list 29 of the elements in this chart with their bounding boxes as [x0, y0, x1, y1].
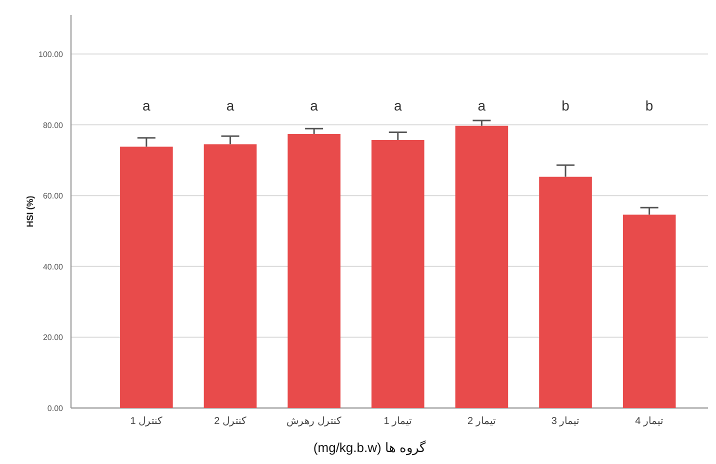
x-tick-label: تیمار 3 [551, 416, 580, 427]
annotation: b [562, 97, 570, 114]
annotation: a [226, 97, 234, 114]
bar [288, 134, 340, 408]
bar [539, 176, 592, 408]
x-tick-label: تیمار 4 [635, 416, 664, 427]
y-tick-label: 100.00 [38, 50, 64, 59]
x-tick-label: تیمار 2 [468, 416, 496, 427]
annotation: a [394, 97, 402, 114]
x-tick-label: کنترل 1 [130, 416, 163, 427]
bar [120, 146, 173, 408]
bar [455, 126, 508, 408]
x-tick-label: کنترل 2 [214, 416, 246, 427]
y-tick-label: 40.00 [42, 262, 64, 272]
annotation: a [310, 97, 318, 114]
x-axis-title: گروه ها (mg/kg.b.w) [313, 440, 427, 456]
x-tick-label: تیمار 1 [384, 416, 412, 427]
bar [204, 144, 257, 408]
bar [622, 214, 676, 408]
y-tick-label: 20.00 [42, 333, 64, 342]
y-tick-label: 0.00 [47, 404, 64, 413]
x-tick-label: کنترل رهرش [286, 416, 342, 427]
y-axis-title: HSI (%) [25, 196, 35, 228]
bar [371, 140, 424, 408]
annotation: b [645, 97, 654, 114]
annotation: a [478, 97, 486, 114]
y-tick-label: 60.00 [42, 192, 64, 201]
y-tick-label: 80.00 [42, 120, 64, 130]
annotation: a [142, 97, 151, 114]
